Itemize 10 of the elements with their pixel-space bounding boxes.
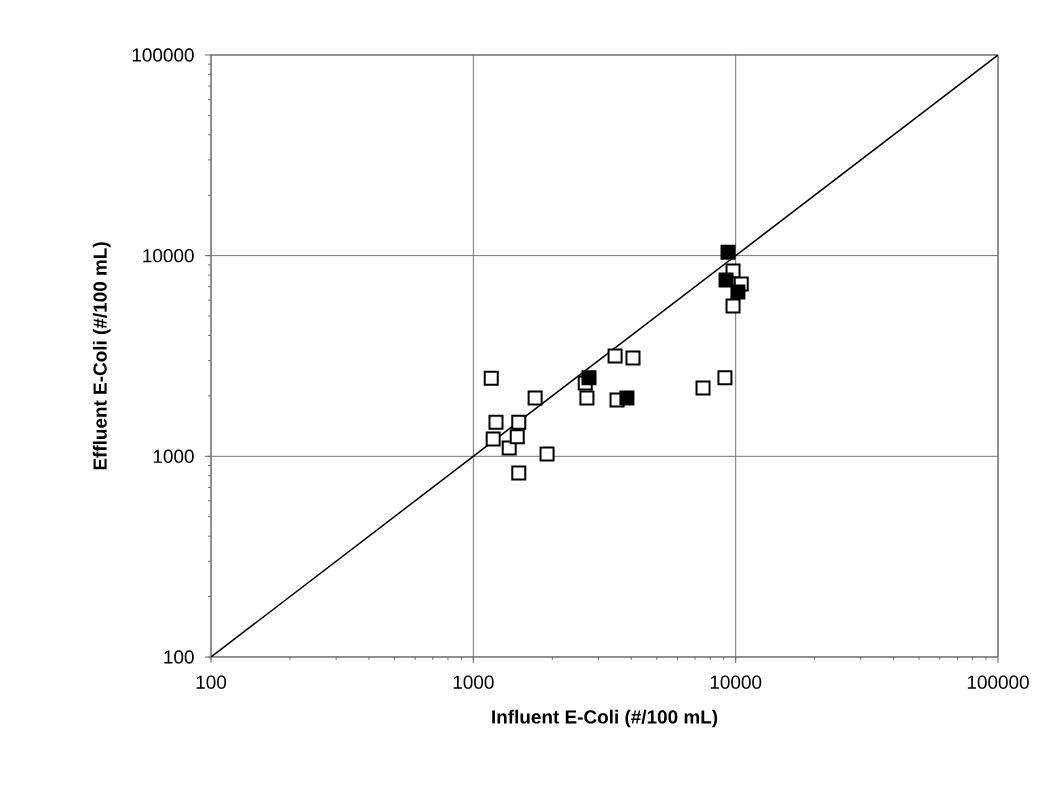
y-tick-label: 10000 (143, 248, 194, 263)
x-tick-label: 1000 (453, 675, 494, 689)
y-tick-label: 100 (164, 650, 194, 664)
y-tick-label: 1000 (153, 449, 194, 464)
x-tick-label: 10000 (710, 675, 762, 689)
x-axis-title: Influent E-Coli (#/100 mL) (492, 709, 718, 728)
y-axis-title: Effluent E-Coli (#/100 mL) (92, 242, 111, 470)
y-tick-label: 100000 (132, 48, 194, 62)
x-tick-label: 100 (196, 675, 227, 689)
x-tick-label: 100000 (967, 675, 1029, 689)
